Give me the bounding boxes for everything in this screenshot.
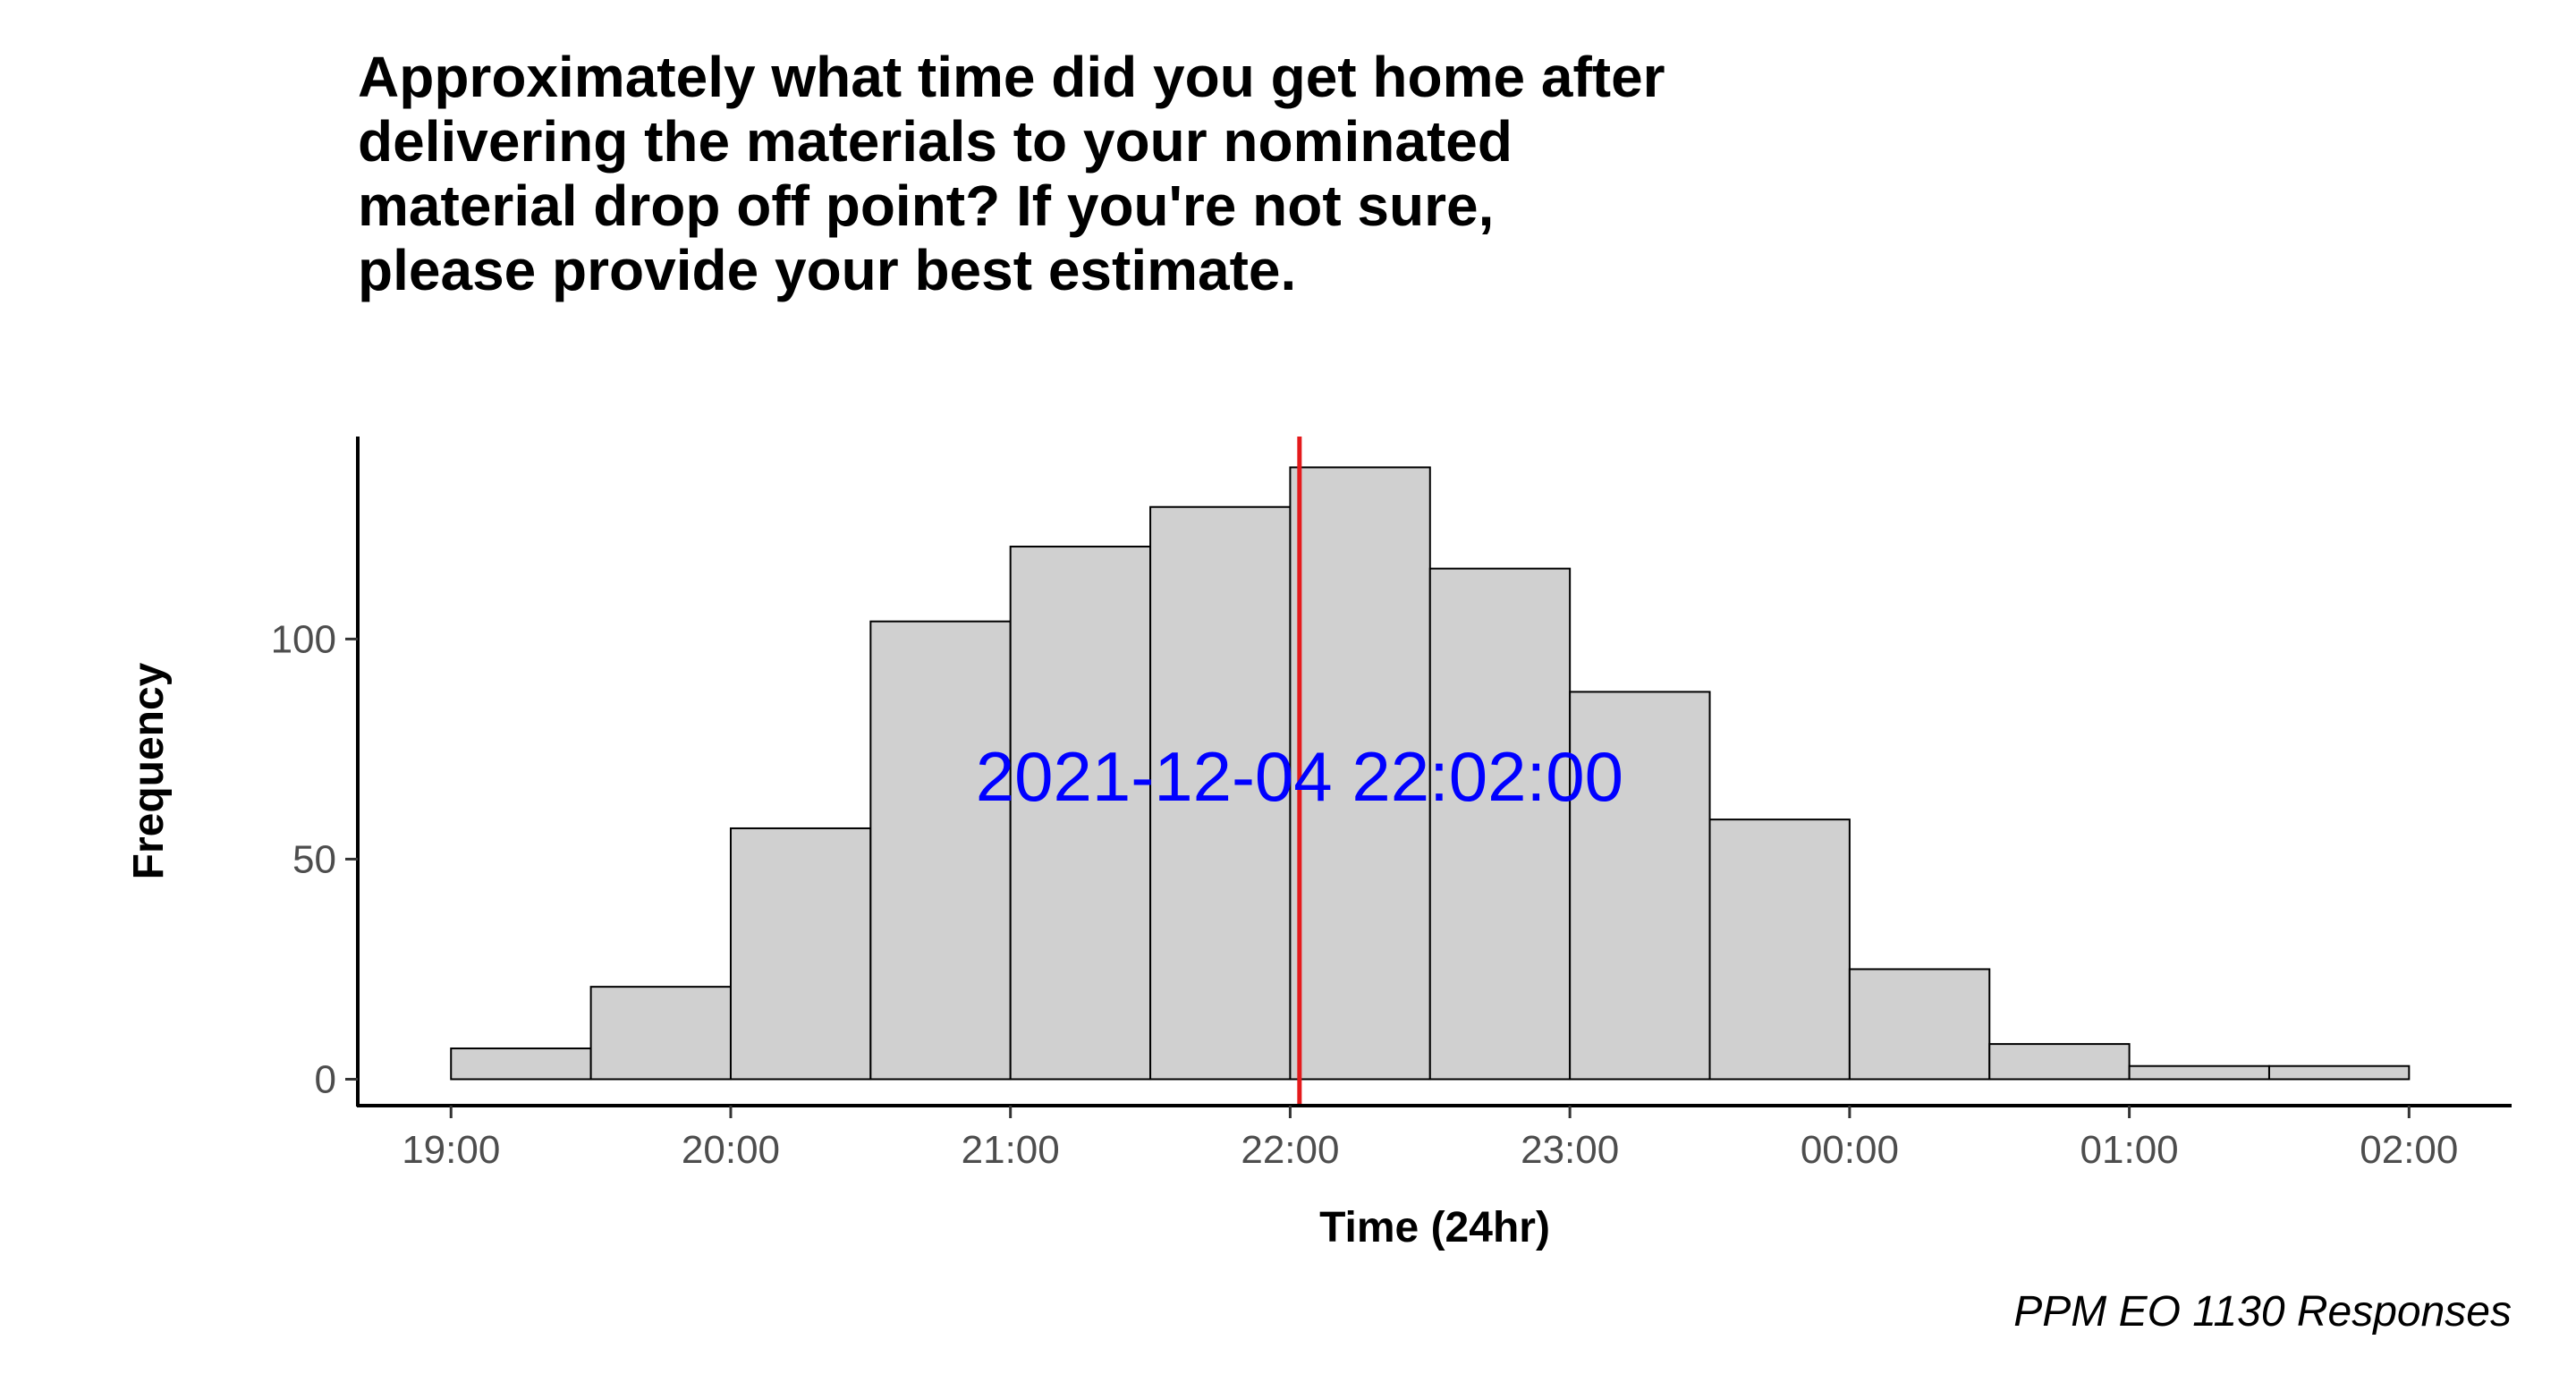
histogram-bar — [1009, 546, 1152, 1081]
y-tick-label: 0 — [315, 1057, 336, 1101]
chart-title-line: material drop off point? If you're not s… — [358, 174, 1494, 238]
histogram-bar — [869, 620, 1012, 1081]
y-tick-label: 100 — [271, 617, 336, 661]
chart-title-line: delivering the materials to your nominat… — [358, 109, 1513, 174]
mean-marker: 2021-12-04 22:02:00 — [976, 437, 1623, 1106]
x-tick-label: 21:00 — [962, 1128, 1060, 1172]
histogram-bar — [1569, 691, 1711, 1081]
histogram-bar — [589, 986, 732, 1081]
axes — [356, 437, 2512, 1107]
chart-title-line: Approximately what time did you get home… — [358, 45, 1665, 109]
histogram-bar — [1988, 1043, 2131, 1081]
x-tick-label: 22:00 — [1241, 1128, 1339, 1172]
histogram-bar — [1289, 466, 1431, 1081]
histogram-bar — [2128, 1064, 2270, 1081]
x-tick-label: 23:00 — [1521, 1128, 1619, 1172]
histogram-bars — [450, 466, 2411, 1081]
histogram-bar — [729, 827, 872, 1081]
x-axis-title: Time (24hr) — [1319, 1204, 1550, 1251]
histogram-bar — [2267, 1064, 2411, 1081]
histogram-bar — [1708, 818, 1851, 1081]
chart-caption: PPM EO 1130 Responses — [2013, 1288, 2512, 1336]
histogram-bar — [1149, 505, 1292, 1081]
x-tick-label: 01:00 — [2080, 1128, 2179, 1172]
histogram-bar — [450, 1047, 592, 1081]
x-tick-label: 19:00 — [402, 1128, 500, 1172]
chart-title: Approximately what time did you get home… — [358, 45, 1665, 302]
histogram-bar — [1848, 968, 1991, 1081]
mean-label: 2021-12-04 22:02:00 — [976, 737, 1623, 816]
histogram-bar — [1428, 567, 1572, 1081]
y-axis-ticks: 0 50 100 — [271, 617, 358, 1101]
y-tick-label: 50 — [292, 837, 336, 881]
x-axis-ticks: 19:00 20:00 21:00 22:00 23:00 00:00 01:00 02:00 — [402, 1106, 2458, 1172]
y-axis-title: Frequency — [125, 662, 173, 879]
x-tick-label: 02:00 — [2360, 1128, 2458, 1172]
x-tick-label: 00:00 — [1801, 1128, 1899, 1172]
x-tick-label: 20:00 — [682, 1128, 780, 1172]
chart-title-line: please provide your best estimate. — [358, 238, 1296, 302]
